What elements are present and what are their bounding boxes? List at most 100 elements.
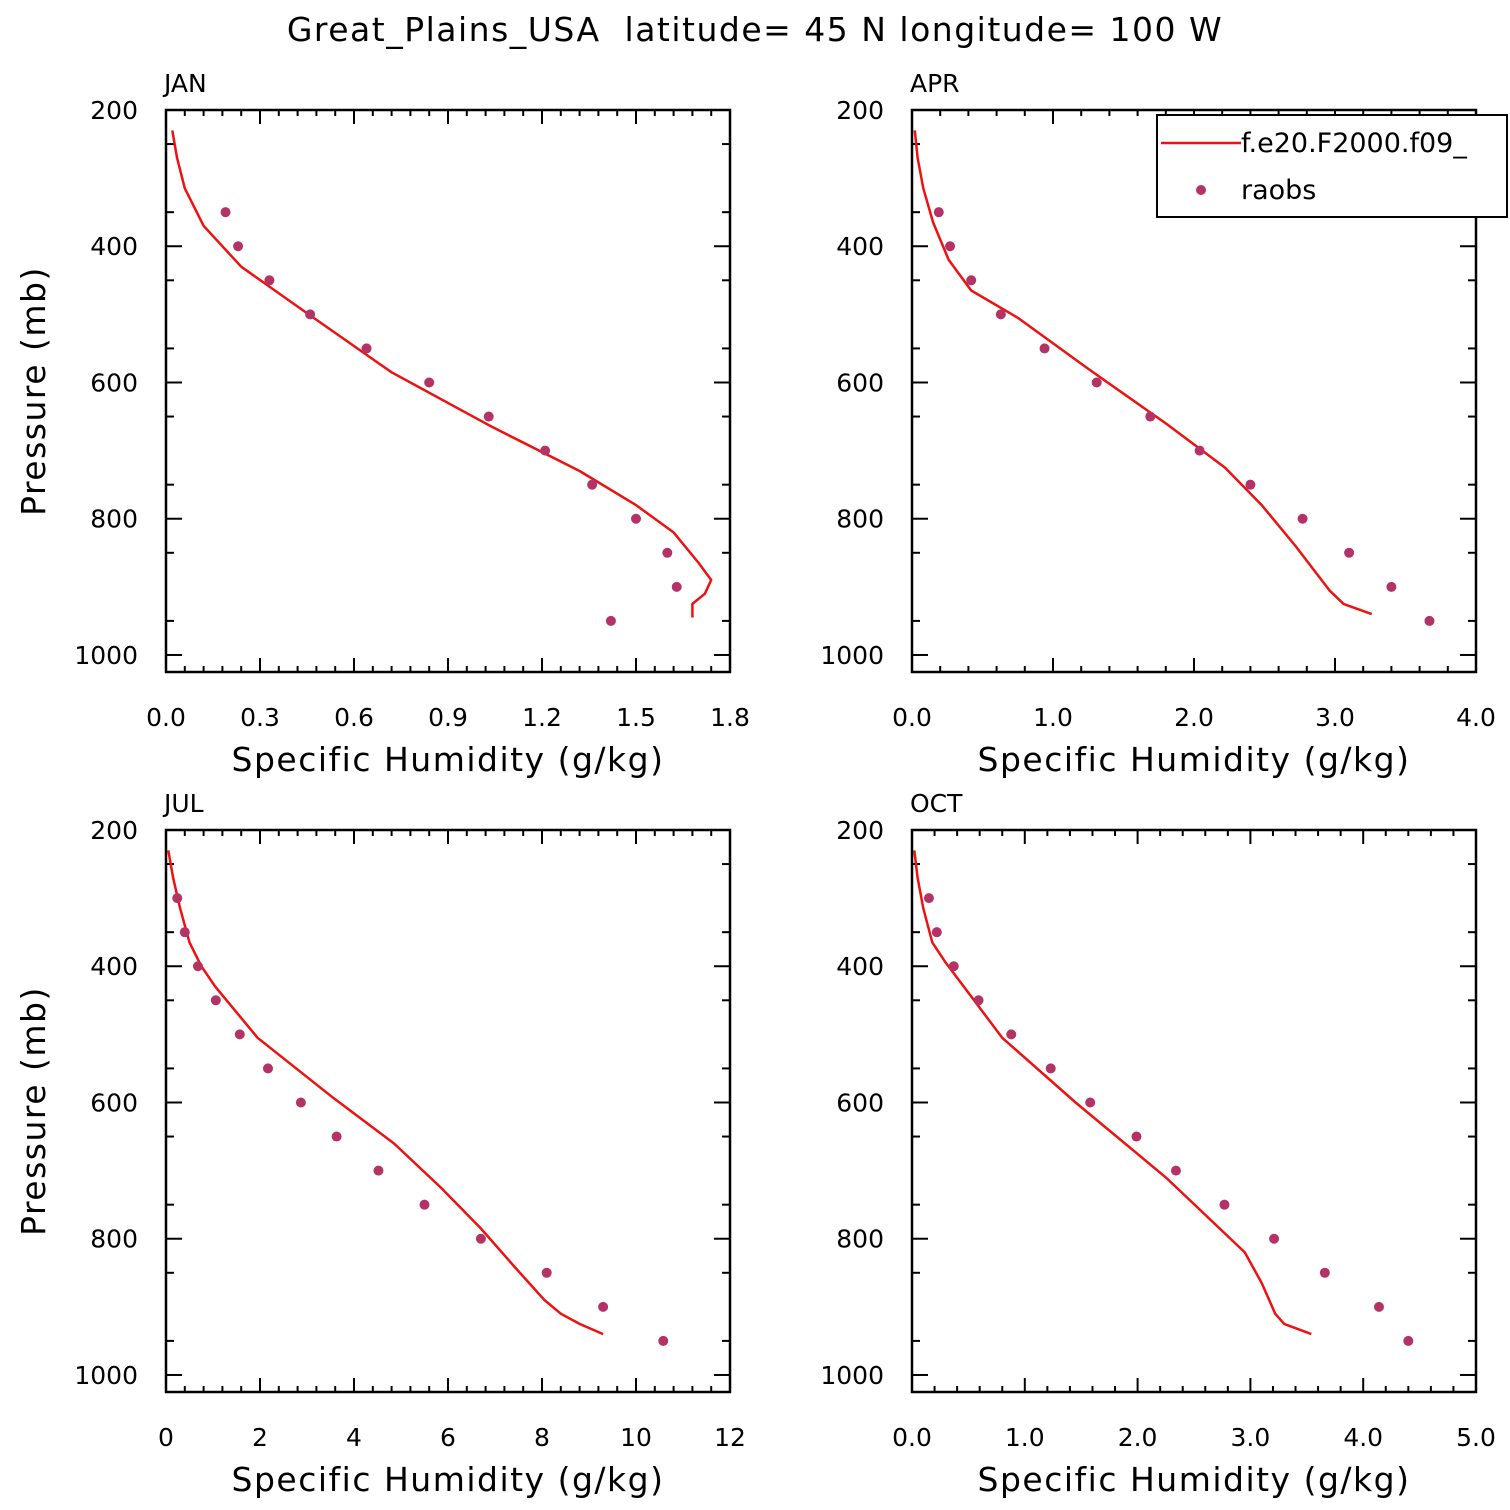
x-tick-label: 1.0 bbox=[1005, 1423, 1045, 1452]
raobs-point bbox=[540, 445, 551, 456]
y-tick-label: 800 bbox=[90, 1225, 138, 1254]
raobs-point bbox=[361, 343, 372, 354]
y-tick-label: 200 bbox=[836, 816, 884, 845]
raobs-point bbox=[419, 1199, 430, 1210]
x-axis-label: Specific Humidity (g/kg) bbox=[978, 1460, 1411, 1499]
x-axis-label: Specific Humidity (g/kg) bbox=[232, 740, 665, 779]
raobs-point bbox=[475, 1233, 486, 1244]
raobs-point bbox=[995, 309, 1006, 320]
raobs-point bbox=[483, 411, 494, 422]
raobs-point bbox=[1085, 1097, 1096, 1108]
x-tick-label: 3.0 bbox=[1315, 703, 1355, 732]
x-tick-label: 0.6 bbox=[334, 703, 374, 732]
y-tick-label: 200 bbox=[836, 96, 884, 125]
raobs-point bbox=[424, 377, 435, 388]
raobs-point bbox=[210, 995, 221, 1006]
x-tick-label: 8 bbox=[534, 1423, 550, 1452]
raobs-point bbox=[262, 1063, 273, 1074]
raobs-point bbox=[264, 275, 275, 286]
x-tick-label: 0 bbox=[158, 1423, 174, 1452]
y-tick-label: 1000 bbox=[74, 1361, 138, 1390]
y-tick-label: 400 bbox=[90, 952, 138, 981]
y-tick-label: 800 bbox=[836, 505, 884, 534]
raobs-point bbox=[295, 1097, 306, 1108]
y-axis-label: Pressure (mb) bbox=[14, 986, 53, 1236]
y-tick-label: 200 bbox=[90, 816, 138, 845]
legend: f.e20.F2000.f09_raobs bbox=[1156, 114, 1508, 218]
x-tick-label: 1.5 bbox=[616, 703, 656, 732]
x-tick-label: 0.9 bbox=[428, 703, 468, 732]
x-tick-label: 5.0 bbox=[1456, 1423, 1496, 1452]
raobs-point bbox=[220, 207, 231, 218]
y-axis-label: Pressure (mb) bbox=[14, 266, 53, 516]
panel-oct: 0.0 1.0 2.0 3.0 4.0 5.0 200 400 600 800 1000 Specif… bbox=[820, 789, 1496, 1499]
y-tick-label: 600 bbox=[90, 368, 138, 397]
plot-frame bbox=[910, 108, 1478, 674]
y-tick-label: 1000 bbox=[820, 641, 884, 670]
legend-label-raobs: raobs bbox=[1241, 175, 1316, 206]
x-tick-label: 2 bbox=[252, 1423, 268, 1452]
y-tick-label: 400 bbox=[836, 952, 884, 981]
panel-jul: 0 2 4 6 8 10 12 200 400 600 800 1000 Specific Humidi… bbox=[14, 789, 746, 1499]
raobs-point bbox=[1170, 1165, 1181, 1176]
raobs-point bbox=[1194, 445, 1205, 456]
y-tick-label: 800 bbox=[90, 505, 138, 534]
x-tick-label: 1.8 bbox=[710, 703, 750, 732]
raobs-point bbox=[1039, 343, 1050, 354]
x-tick-label: 3.0 bbox=[1231, 1423, 1271, 1452]
x-tick-label: 0.0 bbox=[146, 703, 186, 732]
panel-jan: 0.0 0.3 0.6 0.9 1.2 1.5 1.8 200 400 600 800 1000 Spe… bbox=[14, 69, 750, 779]
raobs-point bbox=[966, 275, 977, 286]
raobs-point bbox=[973, 995, 984, 1006]
y-tick-label: 400 bbox=[836, 232, 884, 261]
plot-frame bbox=[910, 828, 1478, 1394]
raobs-point bbox=[1131, 1131, 1142, 1142]
raobs-point bbox=[1319, 1267, 1330, 1278]
panel-label: APR bbox=[910, 69, 960, 98]
raobs-point bbox=[1006, 1029, 1017, 1040]
raobs-point bbox=[1373, 1301, 1384, 1312]
raobs-point bbox=[1344, 547, 1355, 558]
raobs-point bbox=[1386, 581, 1397, 592]
y-tick-label: 800 bbox=[836, 1225, 884, 1254]
x-tick-label: 0.0 bbox=[892, 703, 932, 732]
y-tick-label: 600 bbox=[90, 1088, 138, 1117]
raobs-point bbox=[192, 961, 203, 972]
y-tick-label: 600 bbox=[836, 368, 884, 397]
panel-label: JAN bbox=[162, 69, 207, 98]
x-tick-label: 12 bbox=[714, 1423, 746, 1452]
x-tick-label: 4 bbox=[346, 1423, 362, 1452]
x-axis-label: Specific Humidity (g/kg) bbox=[978, 740, 1411, 779]
raobs-point bbox=[631, 513, 641, 524]
raobs-point bbox=[1219, 1199, 1230, 1210]
raobs-point bbox=[1269, 1233, 1280, 1244]
raobs-point bbox=[1145, 411, 1156, 422]
x-tick-label: 2.0 bbox=[1118, 1423, 1158, 1452]
raobs-point bbox=[662, 547, 673, 558]
raobs-point bbox=[1424, 615, 1435, 626]
raobs-point bbox=[1245, 479, 1256, 490]
raobs-point bbox=[658, 1335, 669, 1346]
legend-marker-swatch bbox=[1196, 185, 1206, 195]
raobs-point bbox=[1403, 1335, 1414, 1346]
raobs-point bbox=[1045, 1063, 1056, 1074]
y-tick-label: 1000 bbox=[74, 641, 138, 670]
raobs-point bbox=[234, 1029, 245, 1040]
legend-box bbox=[1156, 114, 1508, 218]
x-tick-label: 1.2 bbox=[522, 703, 562, 732]
raobs-point bbox=[305, 309, 316, 320]
x-tick-label: 0.0 bbox=[892, 1423, 932, 1452]
x-tick-label: 0.3 bbox=[240, 703, 280, 732]
panel-label: JUL bbox=[162, 789, 204, 818]
raobs-point bbox=[605, 615, 616, 626]
model-profile-line bbox=[913, 850, 1312, 1336]
x-tick-label: 4.0 bbox=[1343, 1423, 1383, 1452]
x-axis-label: Specific Humidity (g/kg) bbox=[232, 1460, 665, 1499]
raobs-point bbox=[541, 1267, 552, 1278]
y-tick-label: 200 bbox=[90, 96, 138, 125]
model-profile-line bbox=[913, 130, 1373, 616]
raobs-point bbox=[945, 241, 956, 252]
raobs-point bbox=[931, 927, 942, 938]
y-tick-label: 400 bbox=[90, 232, 138, 261]
x-tick-label: 1.0 bbox=[1033, 703, 1073, 732]
